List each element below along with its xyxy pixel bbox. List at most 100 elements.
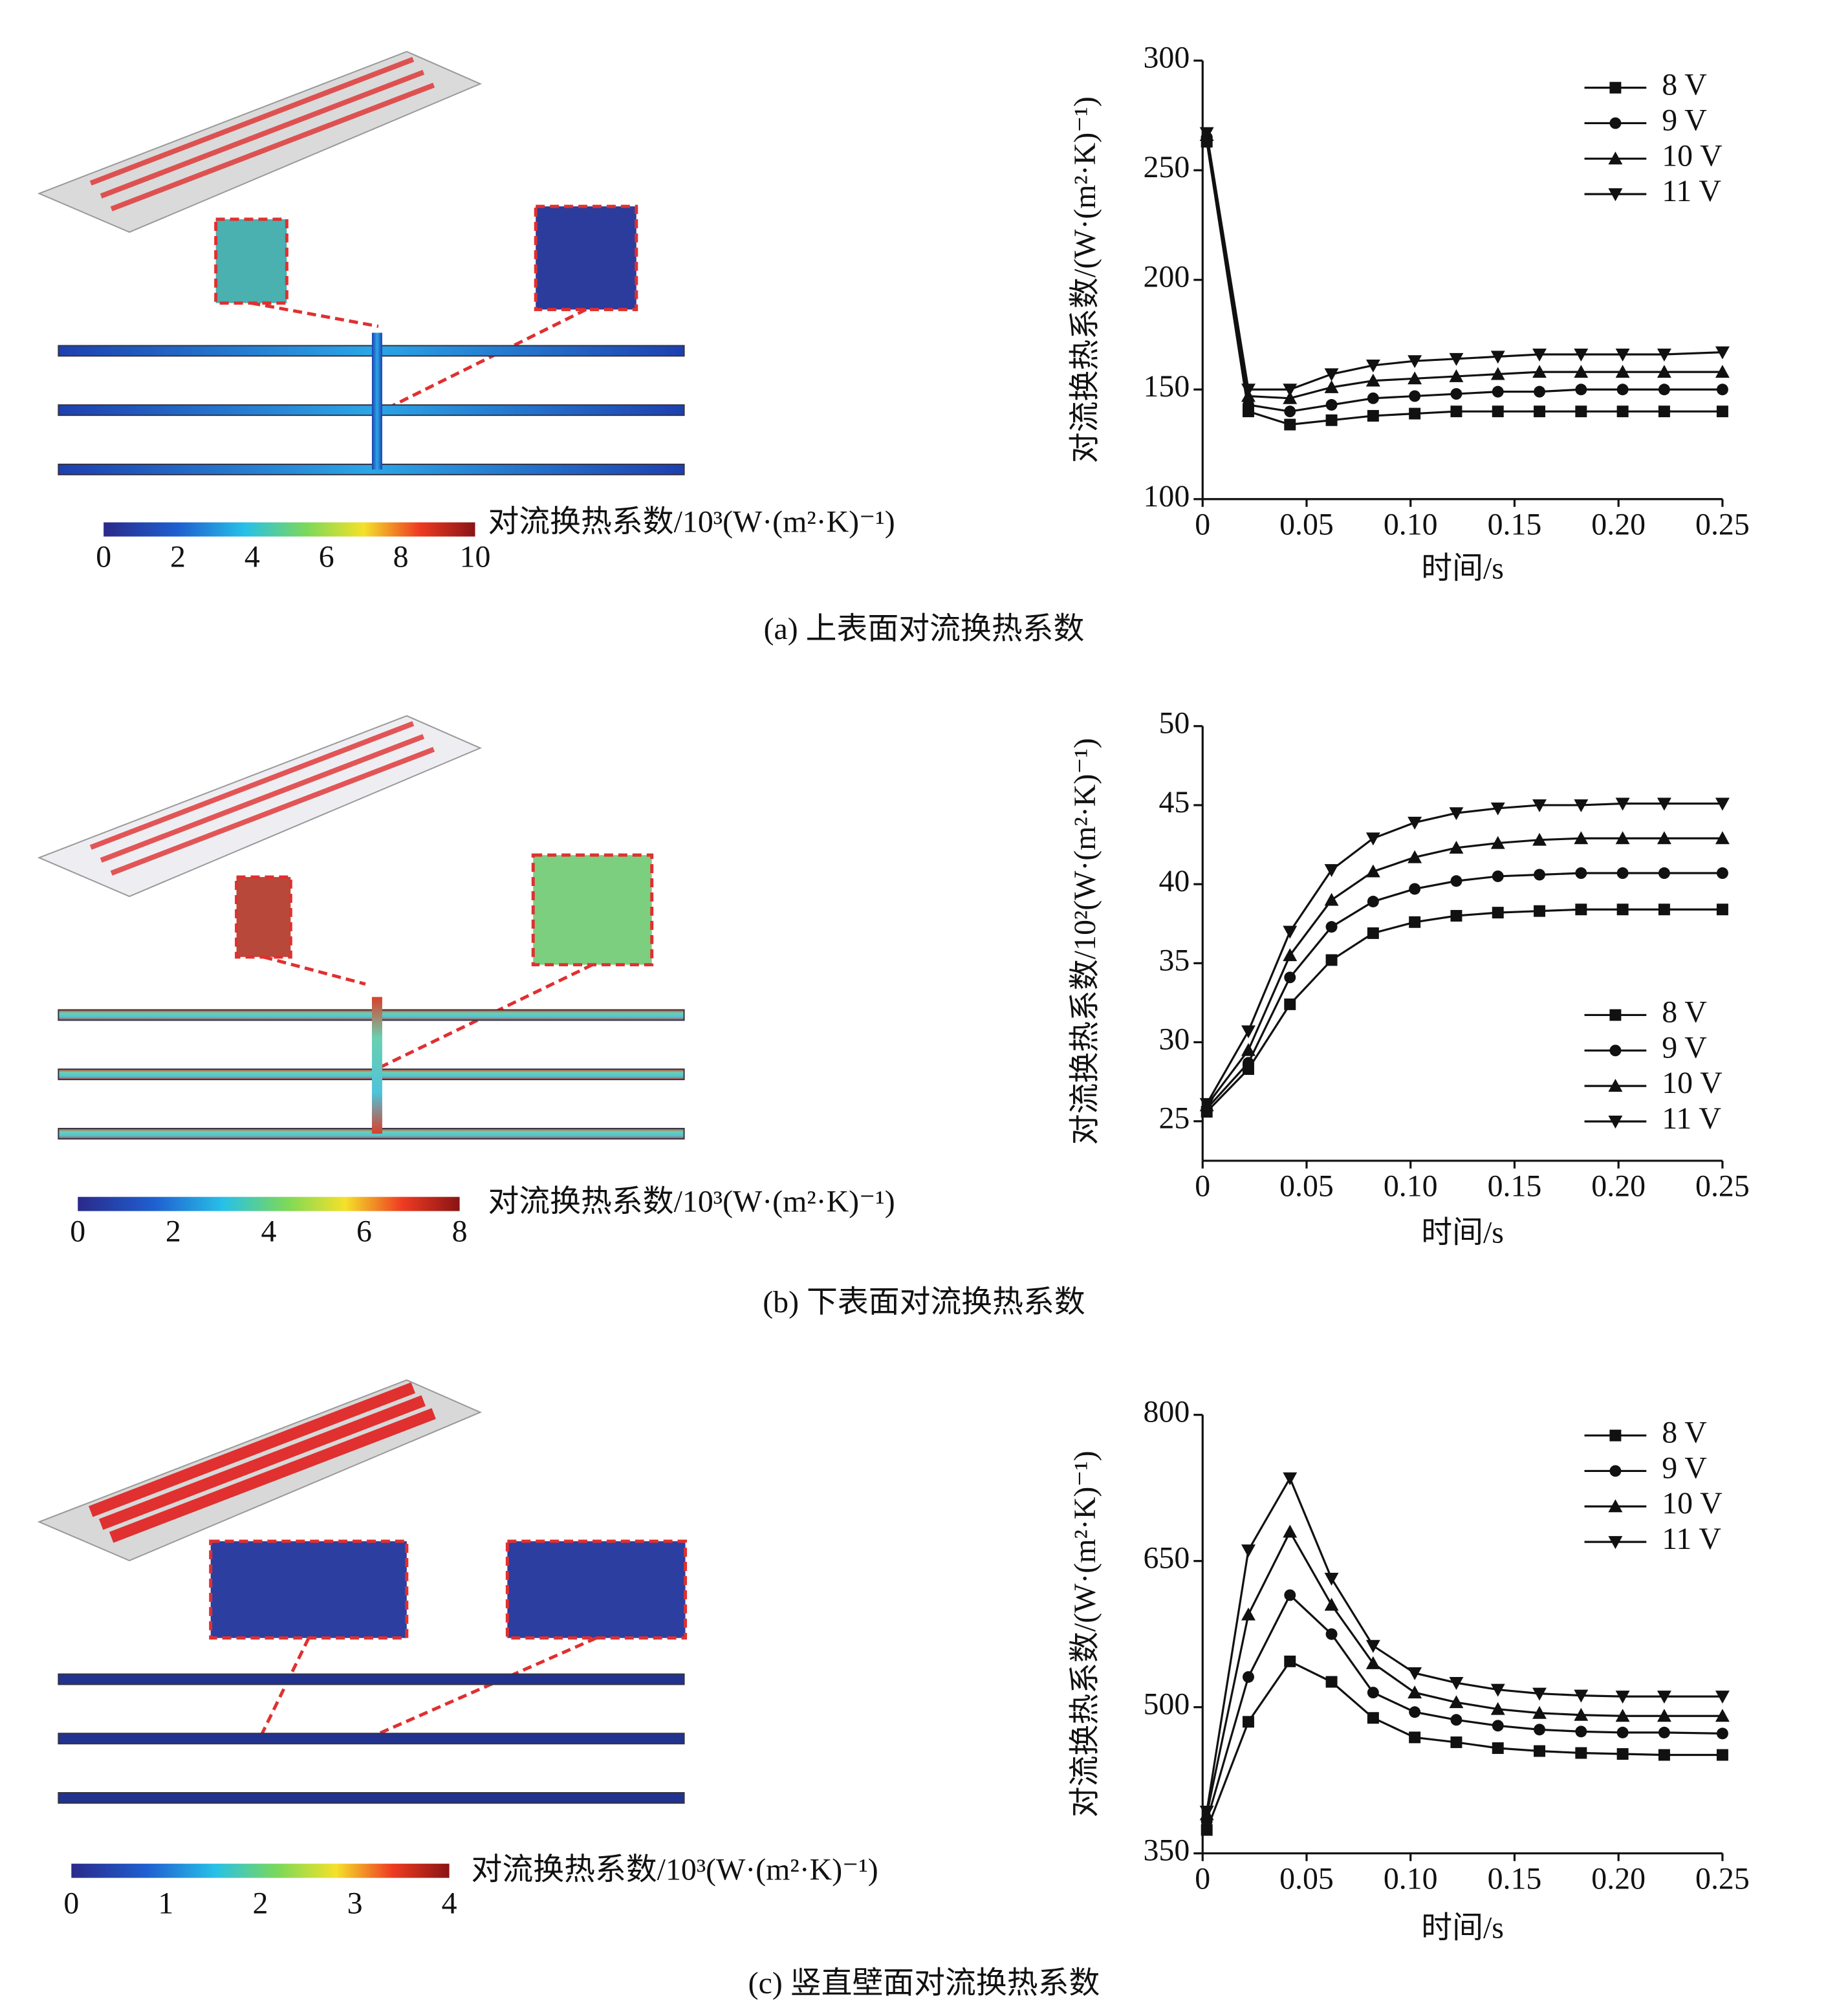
marker (1616, 406, 1629, 418)
marker (1615, 831, 1630, 845)
series-line (1206, 1476, 1723, 1812)
marker (1284, 1589, 1296, 1601)
marker (1284, 1655, 1296, 1667)
marker (1283, 1524, 1298, 1538)
marker (1367, 409, 1379, 422)
channel-bar (58, 1009, 685, 1021)
channel (89, 721, 415, 850)
marker (1283, 384, 1298, 397)
inset (534, 204, 638, 312)
y-tick-label: 100 (1144, 479, 1190, 514)
x-tick-label: 0.25 (1695, 1169, 1750, 1204)
marker (1324, 1572, 1339, 1586)
colorbar-tick-label: 8 (452, 1214, 468, 1248)
marker (1715, 831, 1730, 845)
marker (1409, 916, 1421, 928)
marker (1574, 799, 1589, 812)
marker (1365, 832, 1380, 846)
marker (1715, 365, 1730, 378)
marker (1325, 399, 1338, 411)
y-tick-label: 35 (1158, 943, 1190, 977)
colorbar-label: 对流换热系数/10³(W·(m²·K)⁻¹) (472, 1853, 878, 1887)
marker (1324, 864, 1339, 878)
colorbar-tick-label: 1 (158, 1886, 173, 1920)
marker (1574, 349, 1589, 362)
marker (1325, 1628, 1338, 1640)
colorbar-tick-label: 4 (442, 1886, 457, 1920)
marker (1715, 1709, 1730, 1722)
x-axis-label: 时间/s (1421, 551, 1504, 585)
marker (1365, 864, 1380, 878)
legend-marker (1608, 188, 1623, 202)
marker (1449, 369, 1464, 382)
caption: (b) 下表面对流换热系数 (763, 1285, 1085, 1319)
series-line (1206, 837, 1723, 1107)
marker (1365, 359, 1380, 373)
marker (1324, 368, 1339, 382)
inset (235, 875, 292, 959)
marker (1490, 1702, 1505, 1715)
legend-marker (1608, 151, 1623, 165)
marker (1574, 1689, 1589, 1703)
marker (1408, 816, 1422, 830)
channel-bar (58, 345, 685, 357)
legend-marker (1609, 1429, 1622, 1442)
marker (1199, 1805, 1214, 1819)
marker (1325, 414, 1338, 426)
colorbar-tick-label: 8 (393, 539, 409, 574)
marker (1243, 399, 1254, 411)
y-tick-label: 45 (1158, 785, 1190, 819)
marker (1324, 380, 1339, 393)
legend-marker (1609, 81, 1622, 94)
y-axis-label: 对流换热系数/10²(W·(m²·K)⁻¹) (1068, 738, 1102, 1145)
y-tick-label: 300 (1144, 41, 1190, 75)
marker (1492, 385, 1504, 398)
legend-marker (1609, 1465, 1622, 1477)
marker (1408, 371, 1422, 385)
series-line (1206, 137, 1723, 413)
marker (1534, 1724, 1546, 1736)
marker (1449, 840, 1464, 854)
marker (1409, 1731, 1421, 1744)
legend-label: 9 V (1662, 1451, 1707, 1485)
marker (1408, 850, 1422, 863)
y-tick-label: 500 (1144, 1687, 1190, 1722)
inset (505, 1539, 688, 1640)
marker (1243, 1716, 1254, 1728)
marker (1615, 1691, 1630, 1704)
legend-marker (1608, 1499, 1623, 1513)
x-tick-label: 0.25 (1695, 1862, 1750, 1896)
marker (1658, 384, 1670, 396)
marker (1715, 797, 1730, 811)
x-tick-label: 0.05 (1279, 1862, 1334, 1896)
marker (1490, 802, 1505, 816)
plate (37, 715, 483, 898)
marker (1534, 905, 1546, 917)
marker (1367, 1712, 1379, 1724)
marker (1575, 867, 1587, 880)
colorbar-tick-label: 2 (252, 1886, 268, 1920)
leader (251, 301, 379, 328)
series-line (1206, 133, 1723, 391)
y-axis-label: 对流换热系数/(W·(m²·K)⁻¹) (1068, 96, 1102, 463)
marker (1243, 1057, 1254, 1069)
channel (110, 746, 435, 876)
colorbar-tick-label: 3 (347, 1886, 363, 1920)
marker (1615, 1709, 1630, 1722)
marker (1532, 799, 1547, 812)
marker (1325, 1676, 1338, 1688)
x-tick-label: 0.15 (1488, 508, 1542, 542)
marker (1575, 1725, 1587, 1738)
x-tick-label: 0.20 (1591, 1169, 1646, 1204)
channel-bar (58, 463, 685, 475)
marker (1492, 870, 1504, 882)
marker (1365, 1656, 1380, 1669)
colorbar-tick-label: 2 (170, 539, 186, 574)
marker (1283, 925, 1298, 939)
y-tick-label: 50 (1158, 706, 1190, 741)
colorbar-tick-label: 10 (460, 539, 491, 574)
marker (1408, 1685, 1422, 1699)
marker (1241, 1043, 1256, 1056)
marker (1492, 907, 1504, 919)
x-tick-label: 0.10 (1384, 1862, 1438, 1896)
